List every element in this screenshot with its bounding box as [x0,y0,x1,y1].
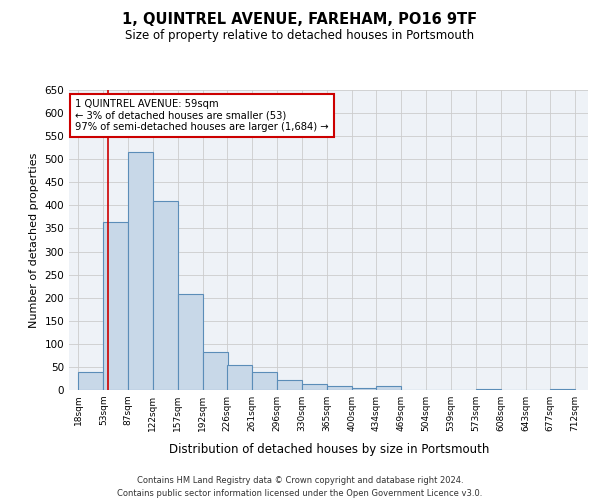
Bar [103,222,128,390]
Bar [352,388,377,390]
Bar [302,384,327,390]
Bar [203,352,228,390]
Text: Contains public sector information licensed under the Open Government Licence v3: Contains public sector information licen… [118,489,482,498]
Y-axis label: Number of detached properties: Number of detached properties [29,152,39,328]
Bar [153,201,178,390]
Bar [128,152,153,390]
Bar [252,372,277,390]
Bar [476,389,500,390]
Bar [227,365,252,390]
Text: 1, QUINTREL AVENUE, FAREHAM, PO16 9TF: 1, QUINTREL AVENUE, FAREHAM, PO16 9TF [122,12,478,28]
Text: Size of property relative to detached houses in Portsmouth: Size of property relative to detached ho… [125,29,475,42]
Text: Contains HM Land Registry data © Crown copyright and database right 2024.: Contains HM Land Registry data © Crown c… [137,476,463,485]
Bar [327,386,352,390]
Text: Distribution of detached houses by size in Portsmouth: Distribution of detached houses by size … [169,442,489,456]
Bar [178,294,203,390]
Bar [277,380,302,390]
Bar [550,389,575,390]
Text: 1 QUINTREL AVENUE: 59sqm
← 3% of detached houses are smaller (53)
97% of semi-de: 1 QUINTREL AVENUE: 59sqm ← 3% of detache… [76,99,329,132]
Bar [79,372,103,390]
Bar [376,386,401,390]
